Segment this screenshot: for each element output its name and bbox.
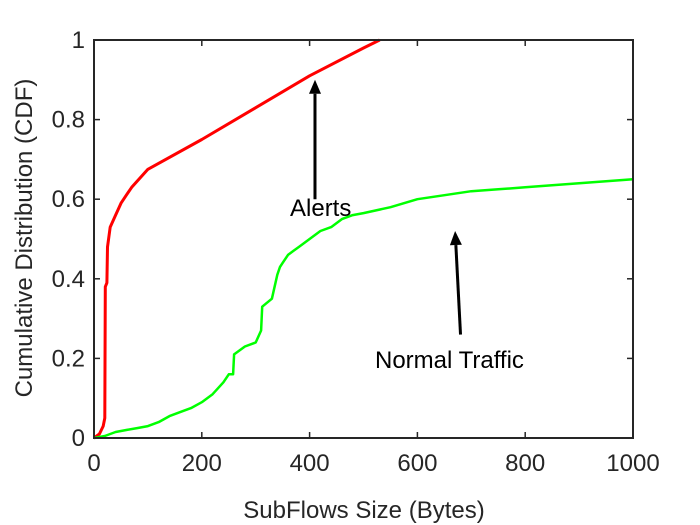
- y-tick-label: 0.8: [52, 107, 85, 134]
- y-tick-label: 0.2: [52, 345, 85, 372]
- y-tick-label: 0: [72, 425, 85, 452]
- x-tick-label: 200: [182, 450, 222, 477]
- arrow-head-normal-traffic: [449, 231, 462, 246]
- y-tick-label: 1: [72, 27, 85, 54]
- annotation-label-alerts: Alerts: [290, 195, 351, 222]
- series-layer: [93, 38, 634, 440]
- annotation-label-normal-traffic: Normal Traffic: [375, 347, 524, 374]
- x-tick-label: 400: [290, 450, 330, 477]
- y-tick-label: 0.6: [52, 186, 85, 213]
- annotation-layer: Alerts Normal Traffic: [290, 79, 524, 374]
- x-tick-label: 600: [397, 450, 437, 477]
- series-line-alerts: [93, 38, 381, 440]
- x-tick-label: 0: [87, 450, 100, 477]
- x-tick-label: 800: [505, 450, 545, 477]
- arrow-head-alerts: [309, 79, 321, 94]
- axes-box: [93, 39, 634, 439]
- axes-layer: 0 200 400 600 800 1000 0 0.2 0.4 0.6 0.8 1: [52, 27, 660, 477]
- x-axis-label: SubFlows Size (Bytes): [243, 497, 484, 524]
- series-line-normal-traffic: [93, 178, 634, 440]
- x-tick-label: 1000: [606, 450, 659, 477]
- y-tick-label: 0.4: [52, 266, 85, 293]
- arrow-shaft-normal-traffic: [454, 244, 463, 335]
- y-axis-label: Cumulative Distribution (CDF): [11, 79, 38, 398]
